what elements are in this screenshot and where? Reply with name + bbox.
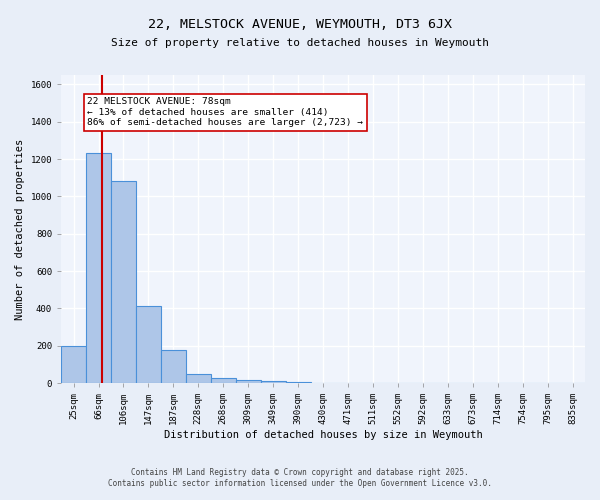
Bar (136, 306, 161, 383)
Text: 22 MELSTOCK AVENUE: 78sqm
← 13% of detached houses are smaller (414)
86% of semi: 22 MELSTOCK AVENUE: 78sqm ← 13% of detac… (87, 98, 363, 127)
Bar (286, 382, 311, 383)
Text: Contains HM Land Registry data © Crown copyright and database right 2025.
Contai: Contains HM Land Registry data © Crown c… (108, 468, 492, 487)
Y-axis label: Number of detached properties: Number of detached properties (15, 138, 25, 320)
Bar (211, 378, 236, 383)
Bar (86, 154, 111, 383)
Text: 22, MELSTOCK AVENUE, WEYMOUTH, DT3 6JX: 22, MELSTOCK AVENUE, WEYMOUTH, DT3 6JX (148, 18, 452, 30)
Text: Size of property relative to detached houses in Weymouth: Size of property relative to detached ho… (111, 38, 489, 48)
Bar (236, 380, 260, 383)
Bar (161, 350, 186, 383)
Bar (61, 346, 86, 383)
Bar (111, 182, 136, 383)
X-axis label: Distribution of detached houses by size in Weymouth: Distribution of detached houses by size … (164, 430, 482, 440)
Bar (260, 382, 286, 383)
Bar (186, 374, 211, 383)
